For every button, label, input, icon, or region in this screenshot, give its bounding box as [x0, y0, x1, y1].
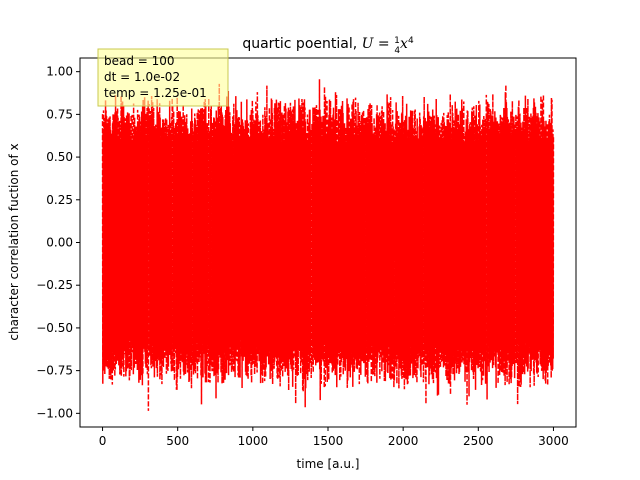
y-tick-label: 1.00: [46, 65, 73, 79]
x-tick-label: 500: [166, 434, 189, 448]
title-prefix: quartic poential,: [242, 36, 361, 52]
y-axis-ticks: −1.00 −0.75 −0.50 −0.25 0.00 0.25 0.50 0.75 1.00: [36, 65, 80, 420]
title-frac-den: 4: [394, 46, 400, 56]
annotation-line-dt: dt = 1.0e-02: [104, 70, 180, 84]
chart-title: quartic poential, U = 1 4x4: [242, 36, 414, 56]
y-tick-label: 0.50: [46, 150, 73, 164]
annotation-line-bead: bead = 100: [104, 54, 175, 68]
title-var: U: [362, 36, 375, 52]
x-tick-label: 0: [99, 434, 107, 448]
series-line: [101, 79, 555, 411]
y-tick-label: −1.00: [36, 406, 73, 420]
y-axis-label: character correlation fuction of x: [7, 143, 21, 340]
x-tick-label: 3000: [538, 434, 569, 448]
title-x: x: [400, 36, 408, 52]
y-tick-label: −0.75: [36, 364, 73, 378]
x-tick-label: 1500: [313, 434, 344, 448]
y-tick-label: −0.25: [36, 278, 73, 292]
y-tick-label: 0.75: [46, 107, 73, 121]
x-tick-label: 1000: [238, 434, 269, 448]
x-axis-ticks: 0 500 1000 1500 2000 2500 3000: [99, 427, 569, 448]
title-frac-num: 1: [394, 36, 400, 46]
title-eq: =: [373, 36, 394, 52]
series-layer: [101, 79, 555, 411]
title-exp: 4: [408, 36, 414, 46]
y-tick-label: 0.00: [46, 236, 73, 250]
y-tick-label: 0.25: [46, 193, 73, 207]
x-tick-label: 2500: [463, 434, 494, 448]
annotation-background: [97, 48, 229, 107]
annotation-box: bead = 100 dt = 1.0e-02 temp = 1.25e-01: [97, 48, 229, 107]
x-tick-label: 2000: [388, 434, 419, 448]
annotation-line-temp: temp = 1.25e-01: [104, 86, 207, 100]
y-tick-label: −0.50: [36, 321, 73, 335]
x-axis-label: time [a.u.]: [297, 457, 360, 471]
